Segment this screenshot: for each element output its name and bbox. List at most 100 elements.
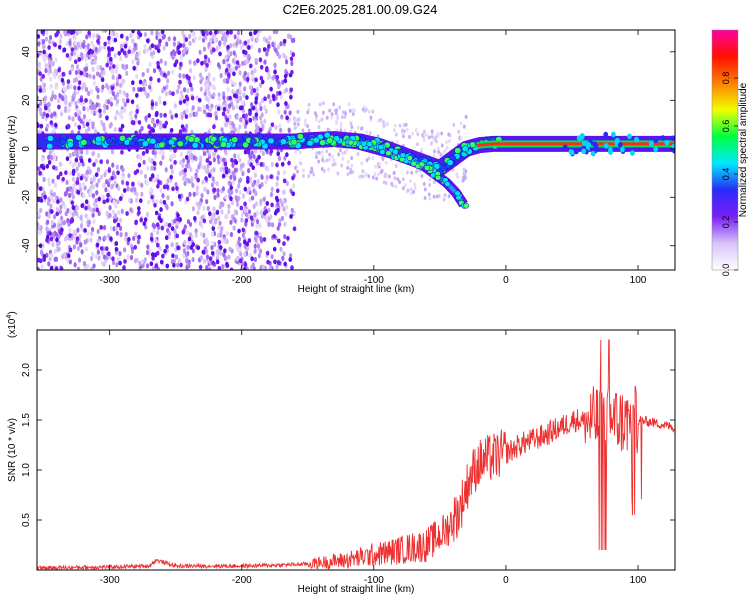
noise-cell (235, 256, 239, 262)
noise-cell (38, 186, 43, 192)
noise-cell (153, 177, 157, 183)
noise-cell (203, 54, 208, 60)
ridge-blob (59, 138, 67, 145)
ridge-blob (454, 147, 462, 154)
noise-cell (123, 247, 127, 253)
tone-blob (648, 141, 654, 147)
noise-cell (71, 194, 75, 200)
noise-cell (175, 185, 179, 191)
noise-cell (258, 57, 263, 63)
noise-cell (160, 225, 165, 231)
noise-cell (84, 246, 88, 252)
noise-cell (212, 47, 216, 53)
noise-cell (232, 71, 236, 77)
noise-cell (394, 184, 398, 189)
noise-cell (41, 156, 45, 162)
noise-cell (168, 90, 172, 96)
noise-cell (212, 33, 216, 39)
noise-cell (367, 156, 371, 161)
noise-cell (66, 84, 70, 90)
noise-cell (171, 186, 175, 192)
noise-cell (284, 55, 288, 61)
noise-cell (143, 173, 148, 180)
noise-cell (95, 207, 100, 213)
noise-cell (65, 179, 69, 185)
noise-cell (293, 121, 297, 126)
noise-cell (371, 175, 375, 180)
noise-cell (184, 154, 189, 160)
noise-cell (224, 102, 228, 108)
noise-cell (430, 129, 434, 134)
noise-cell (49, 265, 54, 270)
noise-cell (66, 253, 71, 259)
noise-cell (98, 108, 102, 114)
noise-cell (362, 174, 366, 179)
noise-cell (208, 215, 212, 221)
noise-cell (124, 231, 128, 237)
noise-cell (120, 47, 124, 53)
noise-cell (89, 99, 93, 105)
tone-blob (603, 131, 609, 138)
noise-cell (64, 170, 68, 176)
noise-cell (111, 37, 115, 44)
noise-cell (334, 111, 338, 116)
noise-cell (208, 256, 213, 262)
ridge-blob (280, 138, 287, 145)
noise-cell (145, 38, 150, 44)
noise-cell (196, 177, 200, 183)
noise-cell (83, 53, 87, 59)
noise-cell (191, 242, 196, 247)
noise-cell (173, 160, 177, 165)
x-tick-label: -300 (100, 275, 120, 286)
noise-cell (137, 206, 141, 211)
noise-cell (48, 59, 52, 65)
noise-cell (159, 218, 163, 224)
noise-cell (66, 123, 71, 129)
noise-cell (217, 96, 221, 102)
noise-cell (140, 191, 144, 197)
noise-cell (320, 117, 324, 122)
noise-cell (242, 49, 246, 55)
colorbar-tick-label: 0.4 (721, 168, 731, 181)
noise-cell (191, 248, 195, 254)
noise-cell (248, 31, 253, 37)
noise-cell (362, 105, 366, 110)
noise-cell (179, 90, 183, 96)
noise-cell (253, 256, 258, 263)
tone-blob (586, 142, 592, 148)
noise-cell (105, 210, 109, 217)
noise-cell (135, 197, 139, 203)
noise-cell (94, 158, 98, 164)
noise-cell (123, 107, 127, 113)
noise-cell (37, 166, 41, 172)
noise-cell (244, 120, 249, 125)
noise-cell (269, 148, 274, 154)
noise-cell (257, 154, 261, 160)
noise-cell (238, 70, 242, 76)
noise-cell (206, 189, 210, 195)
noise-cell (202, 218, 207, 224)
noise-cell (68, 152, 72, 158)
noise-cell (368, 131, 372, 136)
noise-cell (170, 201, 174, 207)
noise-cell (184, 94, 189, 100)
noise-cell (111, 162, 115, 168)
ridge-blob (446, 159, 454, 166)
noise-cell (150, 173, 155, 179)
noise-cell (253, 212, 257, 218)
noise-cell (360, 126, 363, 131)
noise-cell (198, 201, 202, 207)
noise-cell (171, 54, 175, 60)
noise-cell (216, 62, 221, 68)
noise-cell (182, 87, 187, 93)
noise-cell (246, 149, 251, 155)
noise-cell (400, 128, 404, 133)
noise-cell (137, 180, 141, 187)
noise-cell (218, 245, 223, 250)
noise-cell (176, 216, 180, 222)
colorbar-tick-label: 0.8 (721, 72, 731, 85)
noise-cell (294, 166, 297, 171)
noise-cell (51, 242, 55, 248)
noise-cell (238, 124, 242, 130)
noise-cell (115, 64, 119, 70)
